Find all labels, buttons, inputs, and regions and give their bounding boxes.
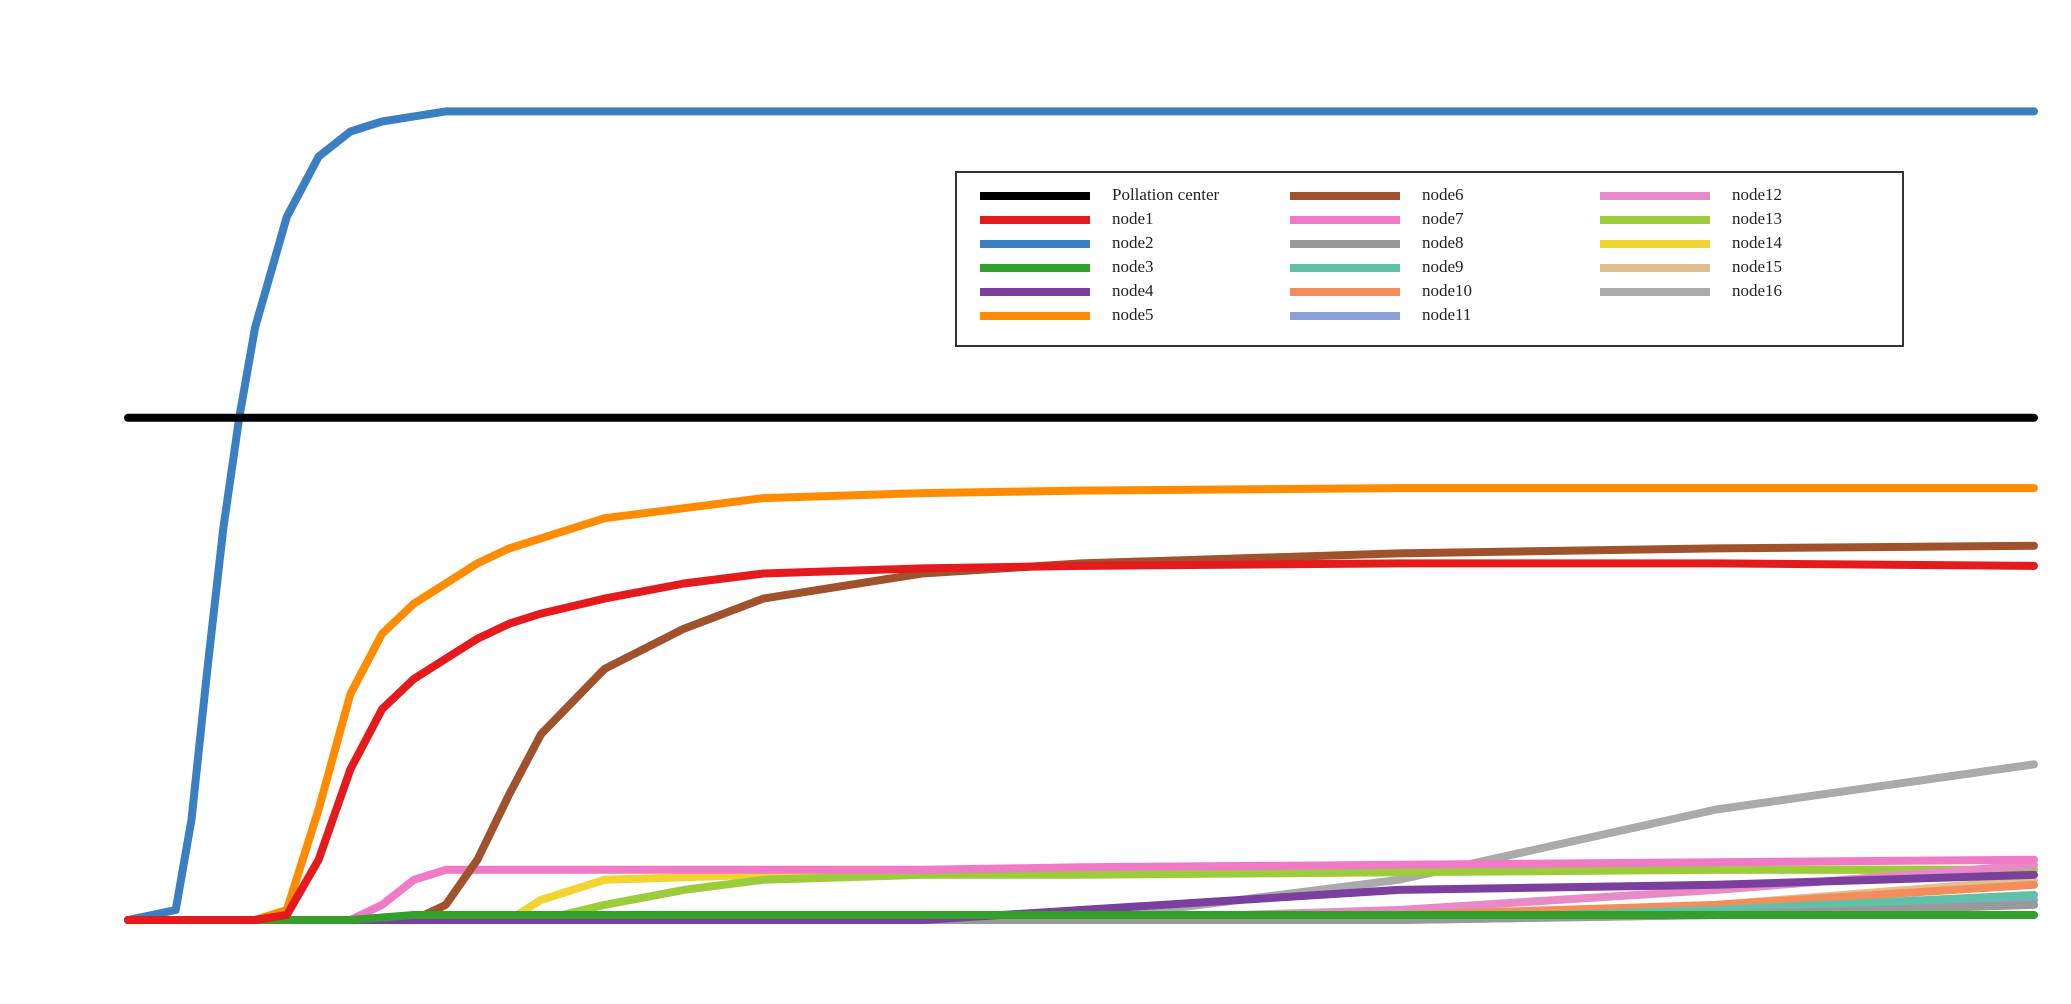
legend-label: node15 <box>1732 257 1782 276</box>
legend-label: node16 <box>1732 281 1782 300</box>
legend-label: Pollation center <box>1112 185 1220 204</box>
lines <box>124 107 2038 924</box>
legend-label: node14 <box>1732 233 1783 252</box>
legend-label: node9 <box>1422 257 1464 276</box>
series-line <box>124 107 2038 924</box>
legend-label: node8 <box>1422 233 1464 252</box>
series-line <box>124 559 2038 924</box>
legend-label: node3 <box>1112 257 1154 276</box>
legend-label: node4 <box>1112 281 1154 300</box>
legend-label: node11 <box>1422 305 1471 324</box>
legend-label: node1 <box>1112 209 1154 228</box>
legend-label: node7 <box>1422 209 1464 228</box>
legend: Pollation center node1 node2 node3 node4 node… <box>955 171 1904 347</box>
legend-label: node13 <box>1732 209 1782 228</box>
series-line <box>124 484 2038 924</box>
legend-label: node10 <box>1422 281 1472 300</box>
legend-label: node5 <box>1112 305 1154 324</box>
legend-label: node6 <box>1422 185 1464 204</box>
series-line <box>124 760 2038 924</box>
legend-label: node12 <box>1732 185 1782 204</box>
legend-label: node2 <box>1112 233 1154 252</box>
legend-box <box>955 171 1904 347</box>
